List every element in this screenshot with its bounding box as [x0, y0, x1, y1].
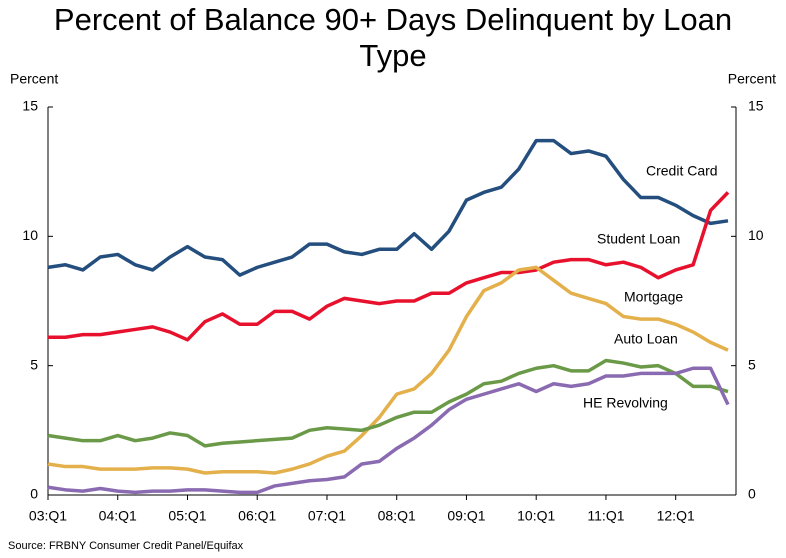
x-tick-label: 08:Q1	[378, 508, 416, 524]
legend-label: Credit Card	[646, 163, 718, 179]
y2-axis-label: Percent	[728, 71, 776, 87]
x-tick-label: 03:Q1	[29, 508, 67, 524]
y2-tick-label: 15	[748, 98, 764, 114]
y-tick-label: 5	[30, 356, 38, 372]
y-tick-label: 0	[30, 486, 38, 502]
legend-label: Mortgage	[624, 289, 683, 305]
series-line	[47, 265, 729, 475]
legend-label: HE Revolving	[583, 395, 668, 411]
x-tick-label: 10:Q1	[517, 508, 555, 524]
y2-tick-label: 5	[748, 356, 756, 372]
series-line	[47, 366, 730, 495]
y2-tick-label: 0	[748, 486, 756, 502]
source: Source: FRBNY Consumer Credit Panel/Equi…	[8, 540, 244, 552]
series-line	[48, 191, 730, 342]
x-tick-label: 05:Q1	[168, 508, 206, 524]
y2-tick-label: 10	[748, 227, 764, 243]
legend-label: Student Loan	[597, 231, 680, 247]
y-tick-label: 10	[22, 227, 38, 243]
x-tick-label: 09:Q1	[447, 508, 485, 524]
chart-title: Percent of Balance 90+ Days Delinquent b…	[53, 2, 733, 73]
y-axis-label: Percent	[10, 71, 58, 87]
series-line	[47, 138, 729, 277]
legend-label: Auto Loan	[614, 331, 678, 347]
series-line	[47, 358, 729, 448]
x-tick-label: 11:Q1	[587, 508, 624, 524]
x-tick-label: 06:Q1	[238, 508, 276, 524]
x-tick-label: 07:Q1	[308, 508, 346, 524]
x-tick-label: 12:Q1	[657, 508, 695, 524]
x-tick-label: 04:Q1	[99, 508, 137, 524]
y-tick-label: 15	[22, 98, 38, 114]
